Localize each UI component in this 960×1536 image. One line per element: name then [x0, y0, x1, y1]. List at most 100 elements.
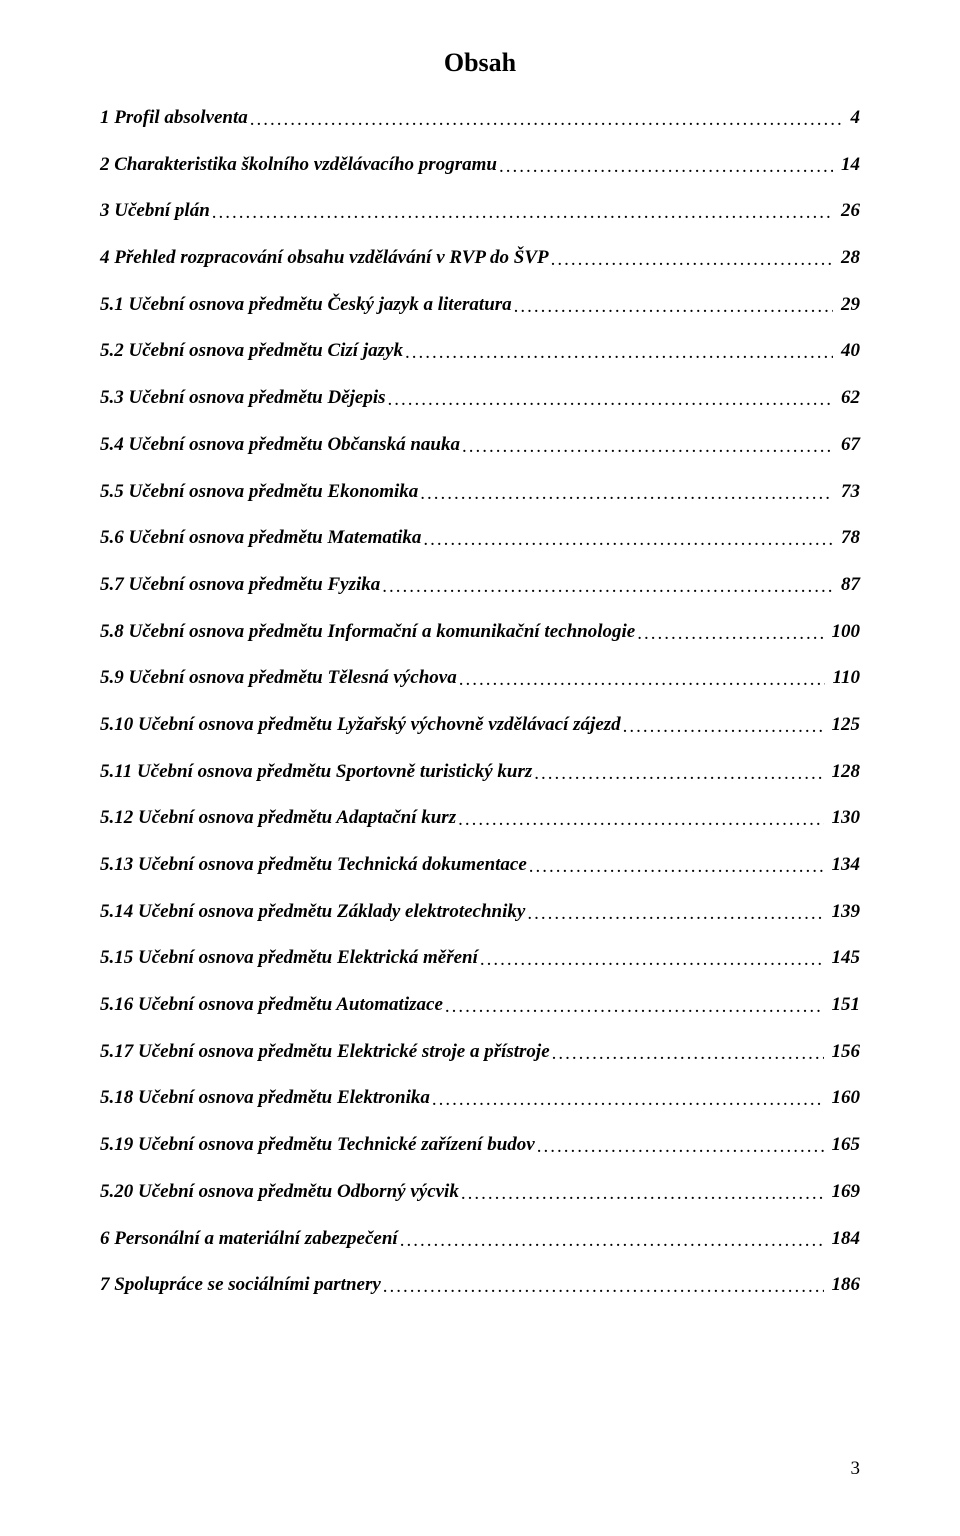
toc-entry-label: 5.14 Učební osnova předmětu Základy elek…: [100, 900, 525, 925]
toc-entry-label: 5.12 Učební osnova předmětu Adaptační ku…: [100, 806, 456, 831]
toc-entry-page: 67: [835, 433, 860, 458]
toc-leader-dots: [383, 1273, 824, 1298]
toc-entry-label: 7 Spolupráce se sociálními partnery: [100, 1273, 381, 1298]
toc-entry: 5.6 Učební osnova předmětu Matematika 78: [100, 526, 860, 551]
toc-entry-page: 110: [827, 666, 860, 691]
toc-entry-label: 5.9 Učební osnova předmětu Tělesná výcho…: [100, 666, 457, 691]
toc-entry-page: 151: [826, 993, 861, 1018]
toc-entry-label: 5.17 Učební osnova předmětu Elektrické s…: [100, 1040, 550, 1065]
toc-entry-page: 186: [826, 1273, 861, 1298]
toc-leader-dots: [459, 666, 825, 691]
toc-entry-label: 1 Profil absolventa: [100, 106, 248, 131]
toc-entry-label: 5.18 Učební osnova předmětu Elektronika: [100, 1086, 430, 1111]
toc-entry: 7 Spolupráce se sociálními partnery 186: [100, 1273, 860, 1298]
toc-entry-page: 14: [835, 153, 860, 178]
toc-entry-page: 87: [835, 573, 860, 598]
toc-leader-dots: [480, 946, 824, 971]
toc-list: 1 Profil absolventa 4 2 Charakteristika š…: [100, 106, 860, 1298]
toc-leader-dots: [400, 1227, 824, 1252]
toc-entry: 5.14 Učební osnova předmětu Základy elek…: [100, 900, 860, 925]
toc-leader-dots: [552, 1040, 824, 1065]
toc-entry: 5.19 Učební osnova předmětu Technické za…: [100, 1133, 860, 1158]
toc-entry: 5.11 Učební osnova předmětu Sportovně tu…: [100, 760, 860, 785]
toc-entry-page: 160: [826, 1086, 861, 1111]
toc-entry-page: 139: [826, 900, 861, 925]
toc-entry-label: 5.10 Učební osnova předmětu Lyžařský výc…: [100, 713, 621, 738]
toc-entry-label: 5.13 Učební osnova předmětu Technická do…: [100, 853, 527, 878]
toc-entry-page: 169: [826, 1180, 861, 1205]
toc-entry: 3 Učební plán 26: [100, 199, 860, 224]
toc-entry-label: 5.20 Učební osnova předmětu Odborný výcv…: [100, 1180, 459, 1205]
toc-entry-page: 184: [826, 1227, 861, 1252]
toc-entry: 5.20 Učební osnova předmětu Odborný výcv…: [100, 1180, 860, 1205]
toc-entry-page: 26: [835, 199, 860, 224]
toc-leader-dots: [458, 806, 823, 831]
toc-leader-dots: [551, 246, 833, 271]
toc-entry: 5.10 Učební osnova předmětu Lyžařský výc…: [100, 713, 860, 738]
toc-leader-dots: [212, 199, 833, 224]
toc-entry: 4 Přehled rozpracování obsahu vzdělávání…: [100, 246, 860, 271]
toc-entry: 5.4 Učební osnova předmětu Občanská nauk…: [100, 433, 860, 458]
toc-leader-dots: [250, 106, 843, 131]
toc-leader-dots: [637, 620, 823, 645]
toc-entry-page: 28: [835, 246, 860, 271]
toc-entry-page: 62: [835, 386, 860, 411]
toc-entry-label: 5.3 Učební osnova předmětu Dějepis: [100, 386, 386, 411]
toc-leader-dots: [461, 1180, 824, 1205]
toc-entry-page: 29: [835, 293, 860, 318]
toc-entry-page: 128: [826, 760, 861, 785]
toc-entry-label: 5.6 Učební osnova předmětu Matematika: [100, 526, 421, 551]
page-number: 3: [851, 1458, 861, 1480]
toc-leader-dots: [420, 480, 833, 505]
toc-entry-label: 5.2 Učební osnova předmětu Cizí jazyk: [100, 339, 403, 364]
toc-entry-label: 2 Charakteristika školního vzdělávacího …: [100, 153, 497, 178]
toc-leader-dots: [499, 153, 833, 178]
toc-entry-label: 5.1 Učební osnova předmětu Český jazyk a…: [100, 293, 512, 318]
toc-entry-label: 5.16 Učební osnova předmětu Automatizace: [100, 993, 443, 1018]
toc-leader-dots: [529, 853, 824, 878]
toc-entry-page: 145: [826, 946, 861, 971]
toc-leader-dots: [537, 1133, 824, 1158]
toc-entry: 5.18 Učební osnova předmětu Elektronika …: [100, 1086, 860, 1111]
toc-entry-page: 165: [826, 1133, 861, 1158]
toc-entry-page: 134: [826, 853, 861, 878]
toc-entry: 5.7 Učební osnova předmětu Fyzika 87: [100, 573, 860, 598]
toc-entry-page: 40: [835, 339, 860, 364]
toc-entry: 5.2 Učební osnova předmětu Cizí jazyk 40: [100, 339, 860, 364]
toc-entry: 5.12 Učební osnova předmětu Adaptační ku…: [100, 806, 860, 831]
page-title: Obsah: [100, 48, 860, 78]
toc-leader-dots: [382, 573, 833, 598]
toc-entry-label: 5.7 Učební osnova předmětu Fyzika: [100, 573, 380, 598]
toc-leader-dots: [527, 900, 823, 925]
toc-entry-page: 125: [826, 713, 861, 738]
toc-entry: 5.8 Učební osnova předmětu Informační a …: [100, 620, 860, 645]
toc-entry-label: 5.5 Učební osnova předmětu Ekonomika: [100, 480, 418, 505]
toc-leader-dots: [534, 760, 823, 785]
toc-entry-label: 3 Učební plán: [100, 199, 210, 224]
toc-entry: 5.17 Učební osnova předmětu Elektrické s…: [100, 1040, 860, 1065]
toc-leader-dots: [445, 993, 824, 1018]
toc-leader-dots: [432, 1086, 824, 1111]
toc-entry-page: 4: [845, 106, 861, 131]
toc-entry-page: 73: [835, 480, 860, 505]
toc-entry-page: 78: [835, 526, 860, 551]
toc-leader-dots: [623, 713, 824, 738]
toc-entry-page: 100: [826, 620, 861, 645]
toc-entry: 5.5 Učební osnova předmětu Ekonomika 73: [100, 480, 860, 505]
toc-entry: 6 Personální a materiální zabezpečení 18…: [100, 1227, 860, 1252]
toc-entry: 5.1 Učební osnova předmětu Český jazyk a…: [100, 293, 860, 318]
toc-entry: 5.13 Učební osnova předmětu Technická do…: [100, 853, 860, 878]
toc-entry-label: 5.19 Učební osnova předmětu Technické za…: [100, 1133, 535, 1158]
toc-entry-label: 4 Přehled rozpracování obsahu vzdělávání…: [100, 246, 549, 271]
toc-entry: 5.9 Učební osnova předmětu Tělesná výcho…: [100, 666, 860, 691]
toc-leader-dots: [388, 386, 833, 411]
toc-entry-label: 5.15 Učební osnova předmětu Elektrická m…: [100, 946, 478, 971]
toc-entry: 2 Charakteristika školního vzdělávacího …: [100, 153, 860, 178]
toc-entry: 1 Profil absolventa 4: [100, 106, 860, 131]
toc-leader-dots: [405, 339, 833, 364]
toc-leader-dots: [514, 293, 833, 318]
toc-leader-dots: [462, 433, 833, 458]
toc-entry-label: 5.11 Učební osnova předmětu Sportovně tu…: [100, 760, 532, 785]
toc-entry-page: 130: [826, 806, 861, 831]
toc-entry-label: 5.4 Učební osnova předmětu Občanská nauk…: [100, 433, 460, 458]
